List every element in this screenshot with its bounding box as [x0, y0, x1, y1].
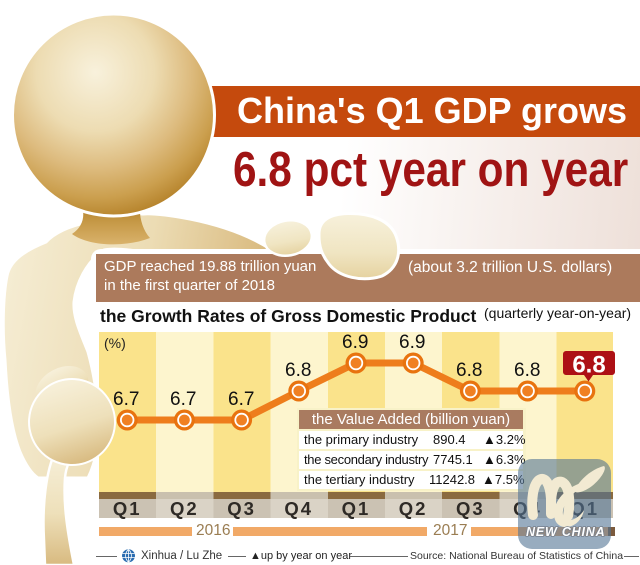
svg-text:NEW CHINA: NEW CHINA — [526, 525, 605, 539]
svg-text:6.8: 6.8 — [572, 352, 605, 379]
